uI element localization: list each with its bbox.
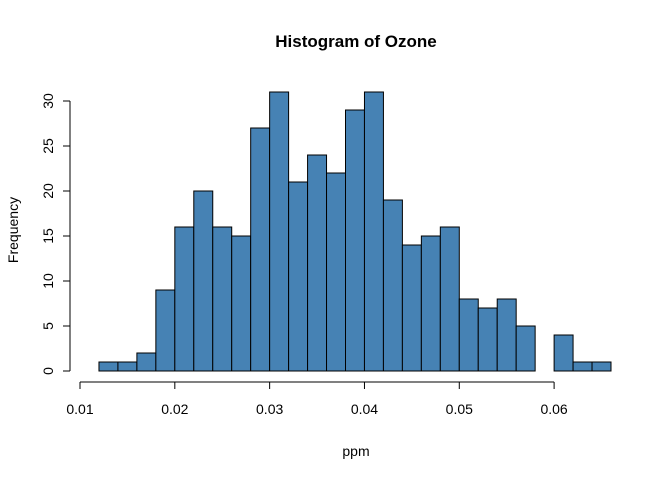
histogram-bar <box>401 244 422 372</box>
x-tick-label: 0.05 <box>446 401 473 417</box>
histogram-bar <box>98 361 119 372</box>
bars-group <box>98 91 612 372</box>
histogram-bar <box>496 298 517 372</box>
histogram-bar <box>155 289 176 372</box>
histogram-bar <box>193 190 214 372</box>
histogram-bar <box>307 154 328 372</box>
histogram-bar <box>553 334 574 372</box>
y-axis-label: Frequency <box>5 197 21 263</box>
histogram-bar <box>174 226 195 372</box>
y-tick-label: 10 <box>40 273 56 289</box>
histogram-bar <box>269 91 290 372</box>
histogram-bar <box>250 127 271 372</box>
x-axis-label: ppm <box>342 443 369 459</box>
histogram-bar <box>363 91 384 372</box>
histogram-bar <box>326 172 346 372</box>
y-tick-label: 20 <box>40 183 56 199</box>
histogram-bar <box>572 361 593 372</box>
x-tick-label: 0.02 <box>161 401 188 417</box>
histogram-bar <box>231 235 252 372</box>
histogram-bar <box>420 235 441 372</box>
histogram-bar <box>439 226 460 372</box>
x-tick-label: 0.04 <box>351 401 378 417</box>
x-axis: 0.01 0.02 0.03 0.04 0.05 0.06 <box>66 381 568 417</box>
y-axis: 0 5 10 15 20 25 30 <box>40 93 71 375</box>
x-tick-label: 0.06 <box>540 401 567 417</box>
y-tick-label: 0 <box>40 367 56 375</box>
y-tick-label: 15 <box>40 228 56 244</box>
x-tick-label: 0.03 <box>256 401 283 417</box>
histogram-bar <box>477 307 498 372</box>
histogram-bar <box>117 361 138 372</box>
histogram-bar <box>382 199 403 372</box>
histogram-bar <box>212 226 233 372</box>
y-tick-label: 5 <box>40 322 56 330</box>
histogram-bar <box>458 298 479 372</box>
y-tick-label: 25 <box>40 138 56 154</box>
histogram-bar <box>515 325 536 372</box>
histogram-bar <box>136 352 157 372</box>
y-tick-label: 30 <box>40 93 56 109</box>
x-tick-label: 0.01 <box>66 401 93 417</box>
chart-title: Histogram of Ozone <box>275 32 437 51</box>
histogram-bar <box>288 181 309 372</box>
histogram-bar <box>591 361 612 372</box>
histogram-bar <box>345 109 365 372</box>
